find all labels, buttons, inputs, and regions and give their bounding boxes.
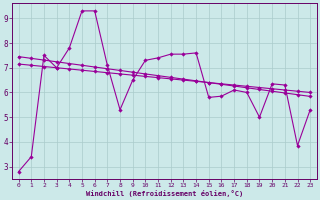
- X-axis label: Windchill (Refroidissement éolien,°C): Windchill (Refroidissement éolien,°C): [86, 190, 243, 197]
